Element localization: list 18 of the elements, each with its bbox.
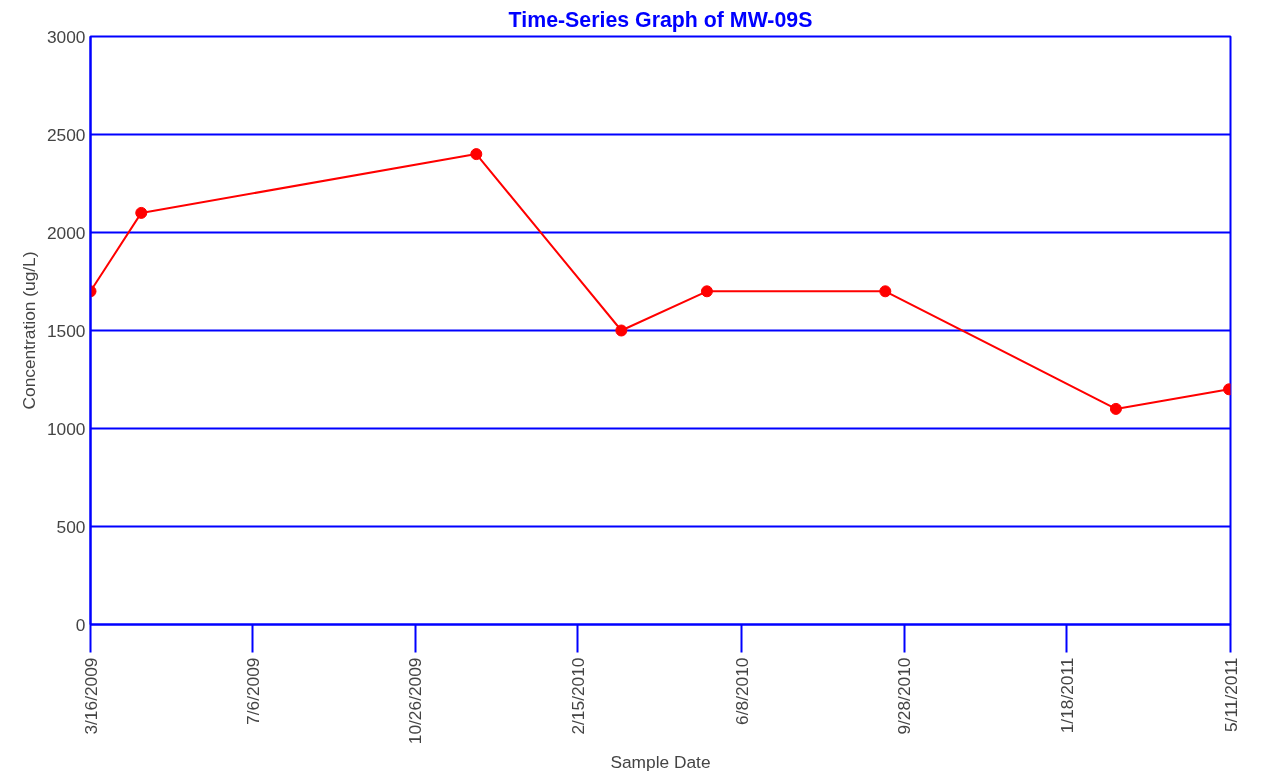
x-tick-label: 7/6/2009 (242, 657, 263, 725)
y-tick-label: 1500 (46, 320, 86, 341)
y-axis-title: Concentration (ug/L) (18, 251, 39, 410)
chart-title: Time-Series Graph of MW-09S (508, 7, 813, 32)
x-tick-label: 3/16/2009 (80, 657, 101, 735)
y-tick-label: 0 (75, 614, 86, 635)
y-tick-label: 3000 (46, 26, 86, 47)
x-tick-label: 5/11/2011 (1220, 657, 1241, 733)
x-axis-title: Sample Date (610, 752, 711, 773)
y-tick-label: 2000 (46, 222, 86, 243)
x-tick-label: 9/28/2010 (894, 657, 915, 735)
y-tick-label: 1000 (46, 418, 86, 439)
y-tick-label: 2500 (46, 124, 86, 145)
y-tick-label: 500 (56, 516, 86, 537)
x-tick-label: 6/8/2010 (731, 657, 752, 725)
x-tick-label: 2/15/2010 (567, 657, 588, 735)
x-tick-label: 1/18/2011 (1056, 657, 1077, 734)
x-tick-label: 10/26/2009 (405, 657, 426, 745)
